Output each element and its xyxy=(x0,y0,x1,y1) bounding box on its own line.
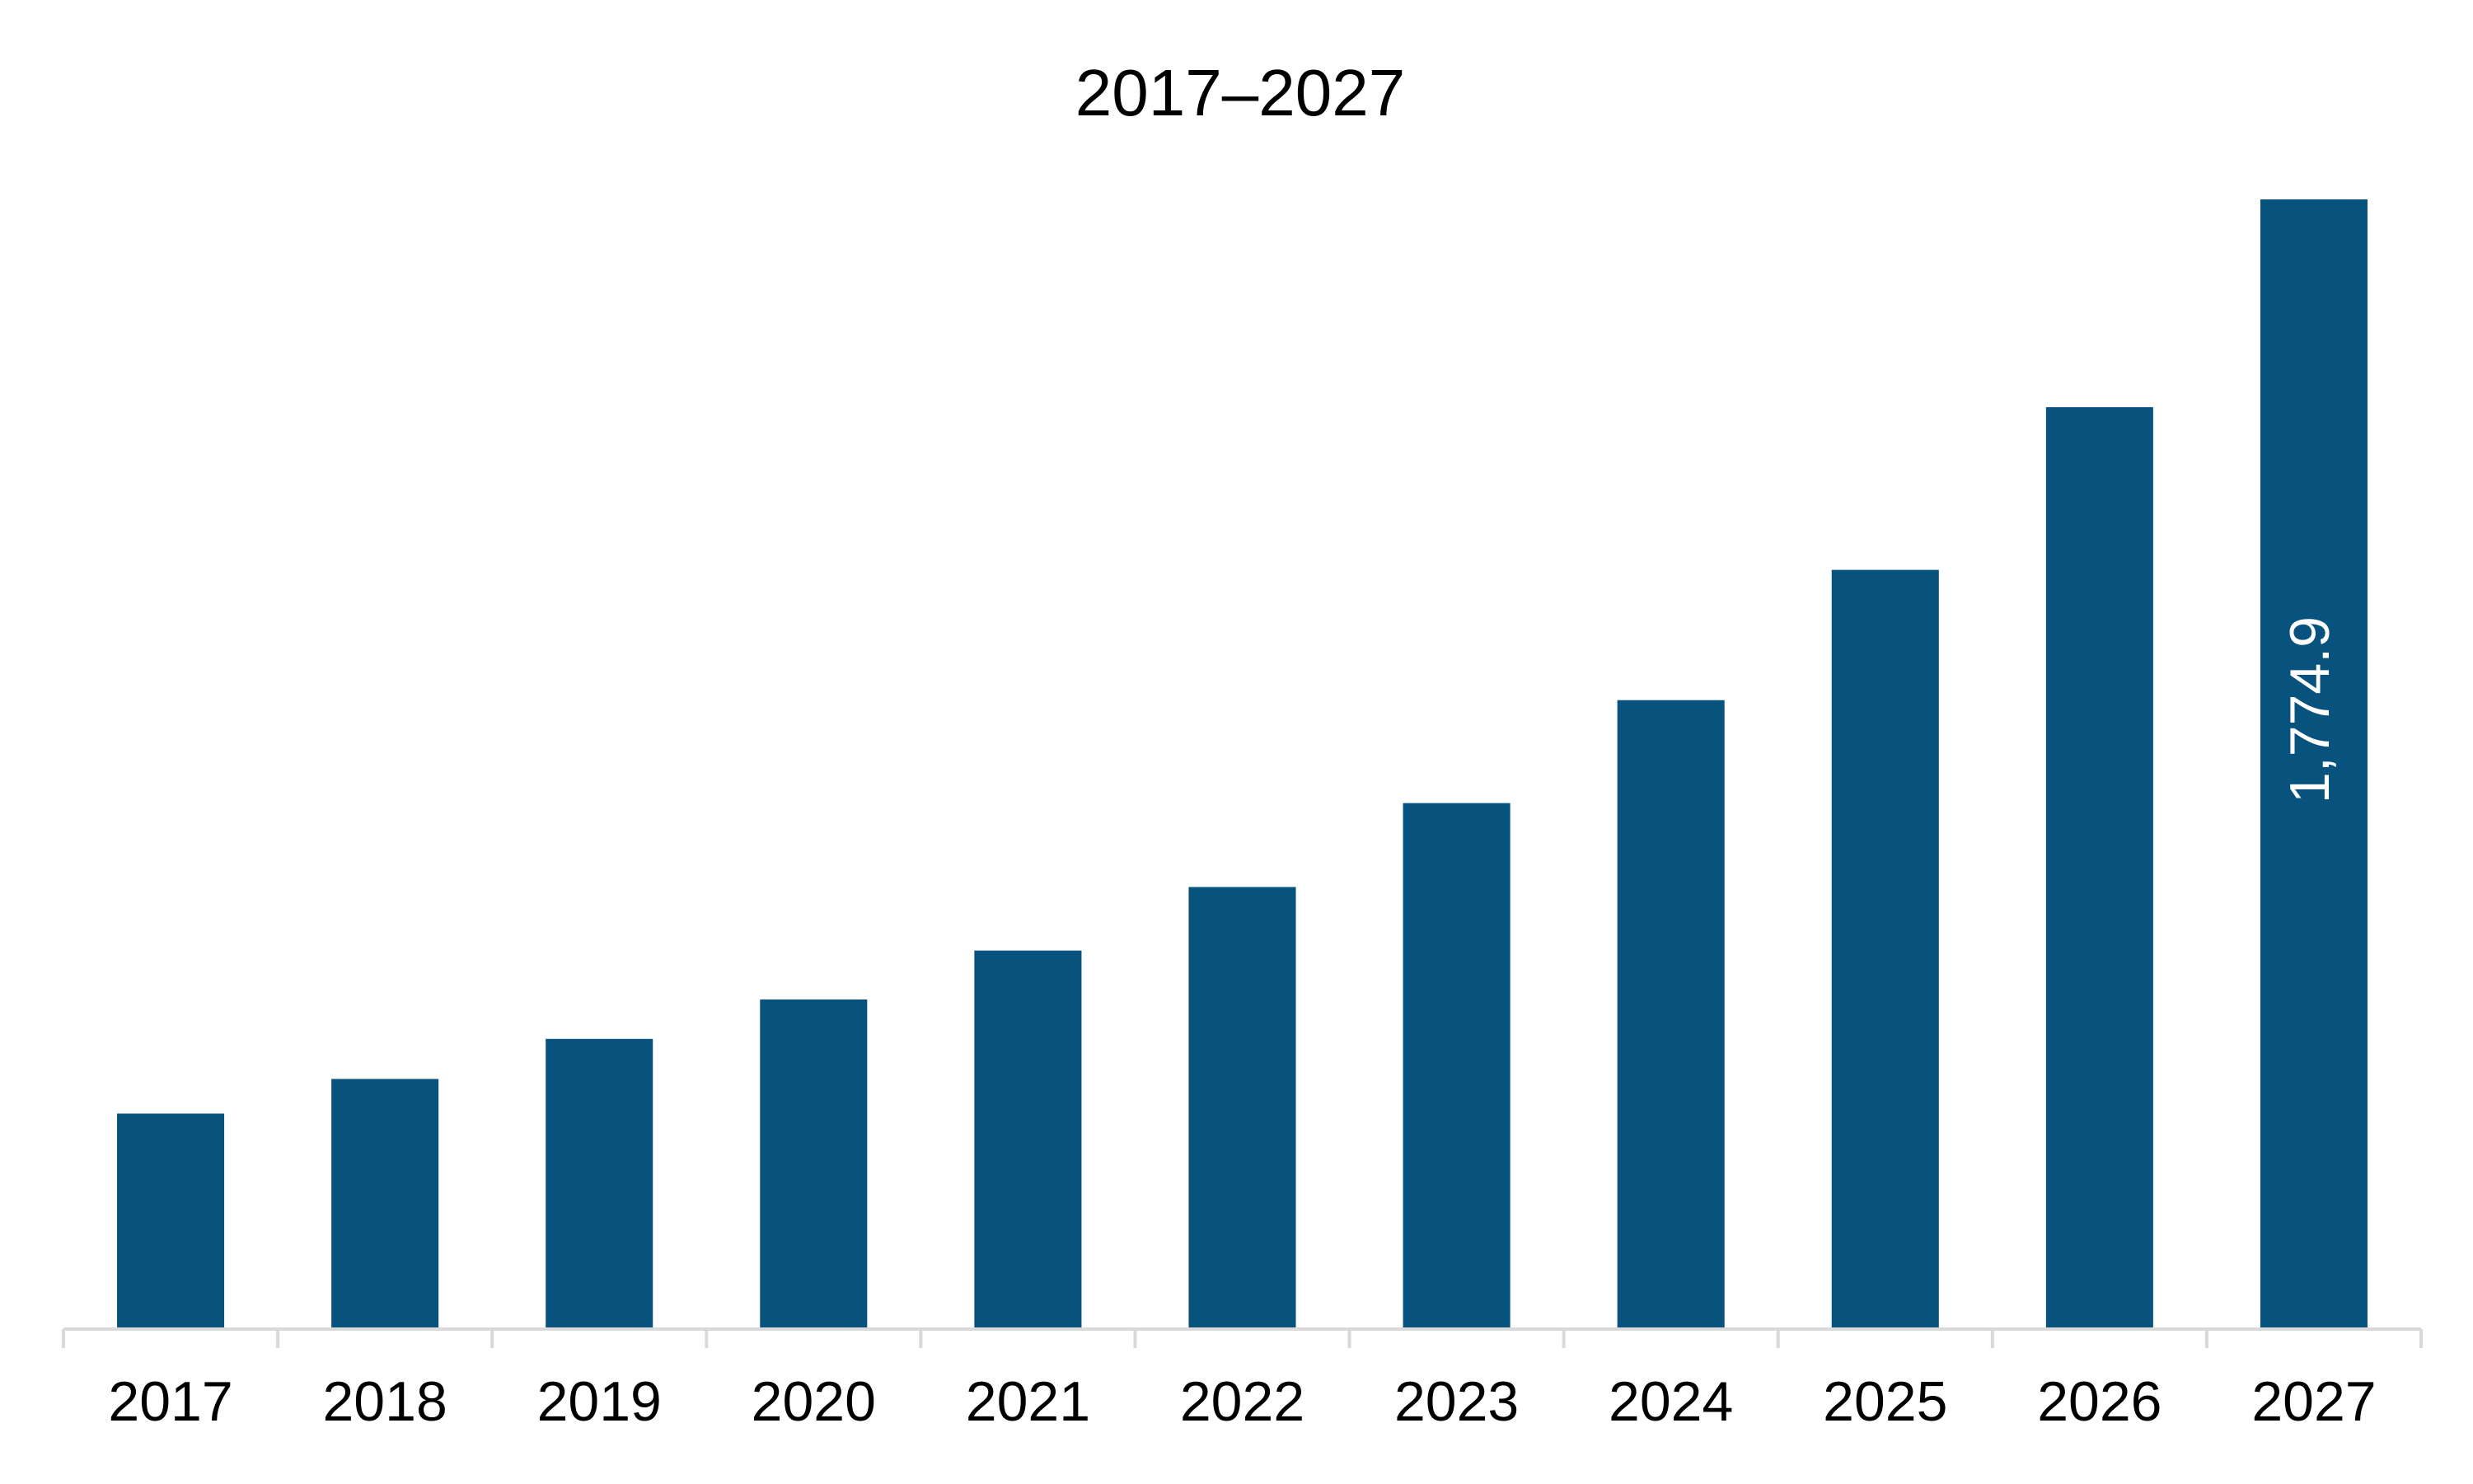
bar xyxy=(117,1113,225,1327)
x-tick-label: 2020 xyxy=(752,1370,876,1433)
x-tick-label: 2023 xyxy=(1394,1370,1519,1433)
x-tick-label: 2026 xyxy=(2037,1370,2162,1433)
bar xyxy=(1617,700,1725,1327)
x-tick-label: 2022 xyxy=(1180,1370,1304,1433)
value-label: 1,774.9 xyxy=(2279,616,2341,803)
x-tick-label: 2021 xyxy=(966,1370,1090,1433)
x-tick-label: 2018 xyxy=(322,1370,447,1433)
bar xyxy=(2260,199,2368,1327)
bar xyxy=(974,950,1082,1327)
chart-title: 2017–2027 xyxy=(1075,56,1405,129)
x-tick-label: 2024 xyxy=(1609,1370,1733,1433)
bar xyxy=(331,1079,439,1327)
bar xyxy=(760,999,868,1327)
bar xyxy=(1188,887,1296,1327)
bar xyxy=(1403,803,1510,1327)
x-tick-label: 2017 xyxy=(108,1370,232,1433)
x-tick-label: 2019 xyxy=(537,1370,662,1433)
bar xyxy=(2045,407,2153,1327)
bar xyxy=(546,1038,653,1327)
x-tick-label: 2027 xyxy=(2251,1370,2376,1433)
bar xyxy=(1831,569,1939,1327)
x-tick-label: 2025 xyxy=(1823,1370,1947,1433)
